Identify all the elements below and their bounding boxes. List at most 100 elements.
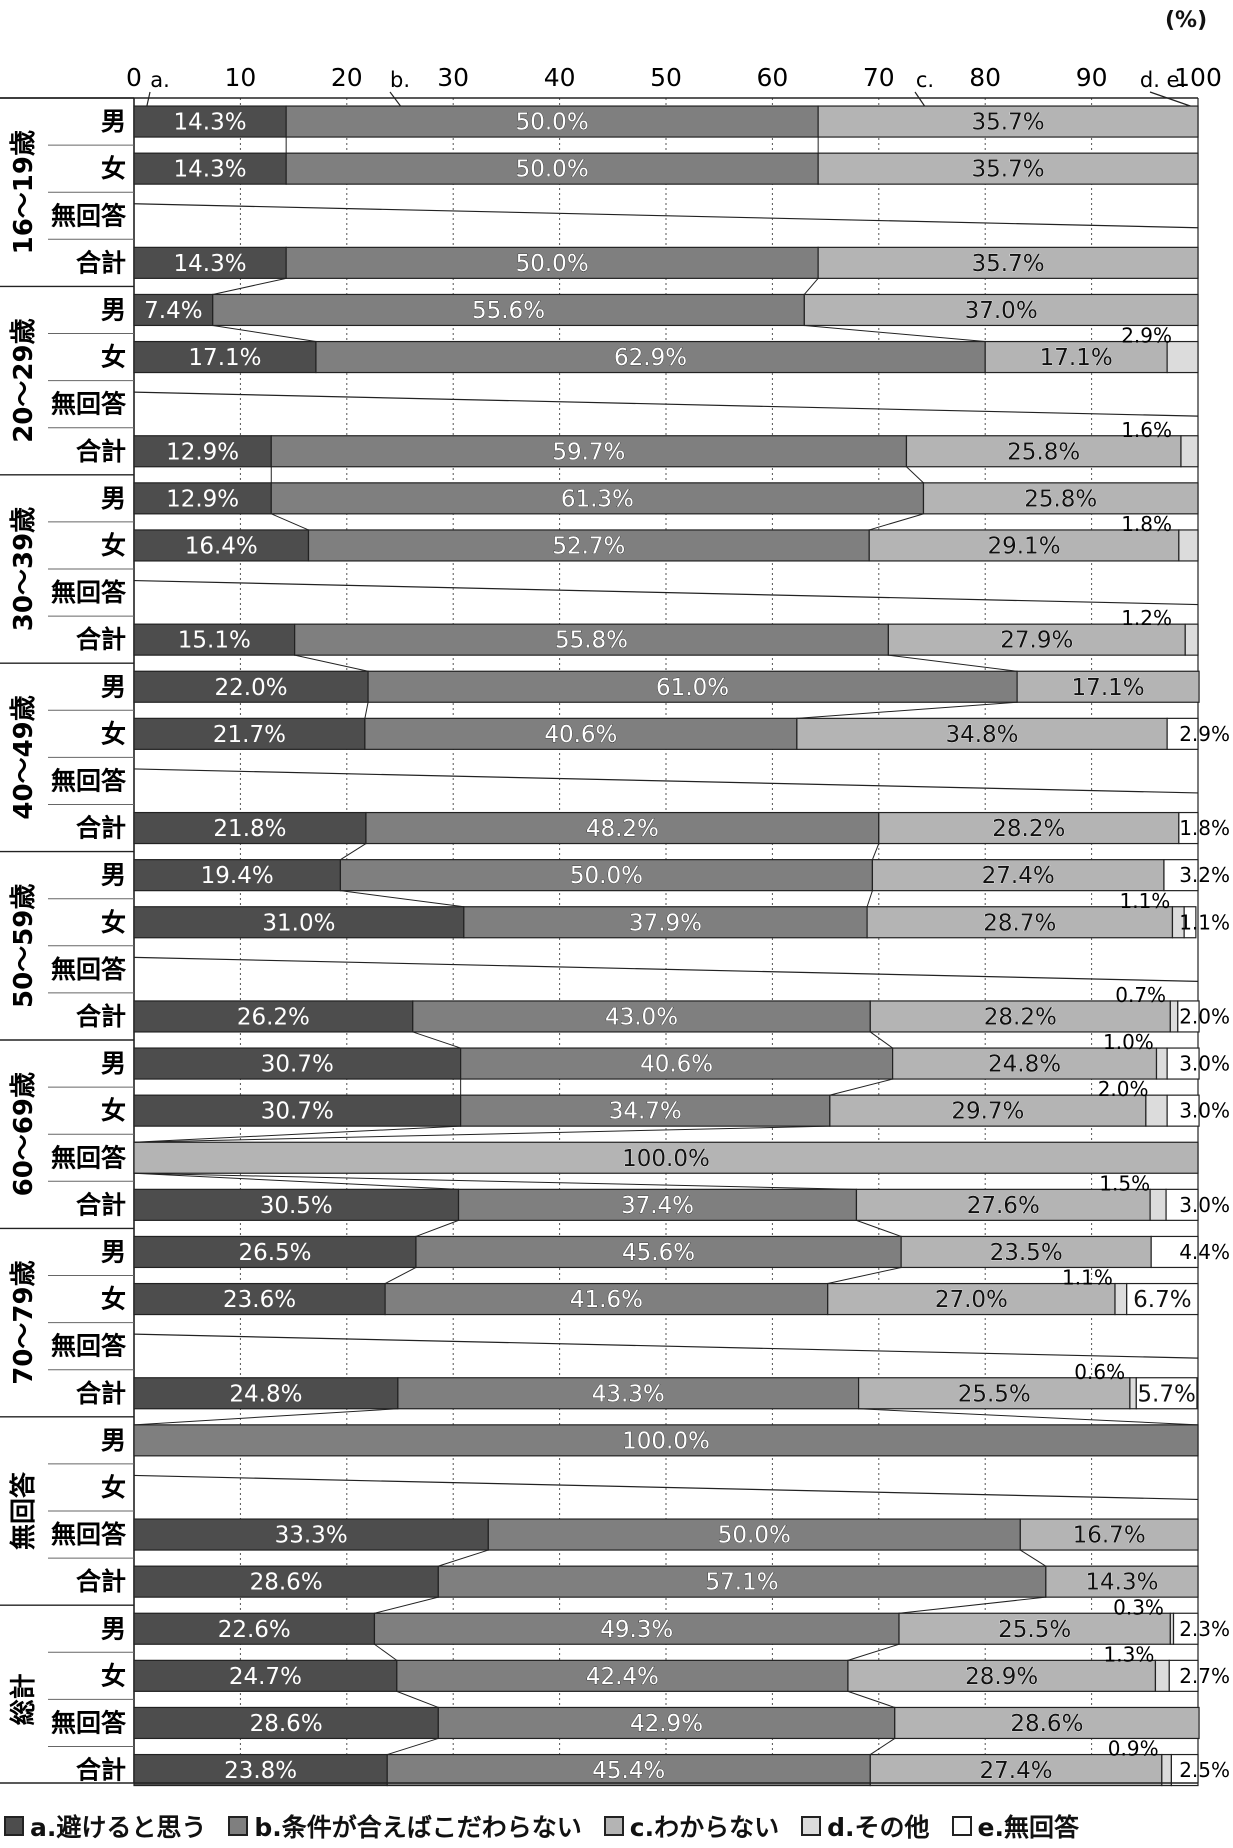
row-label: 無回答 (51, 1143, 127, 1172)
axis-series-marker: c. (916, 68, 934, 92)
data-label: 28.6% (250, 1570, 323, 1596)
row-label: 女 (101, 154, 126, 183)
bar-segment-b (285, 152, 819, 185)
data-label-outside: 0.9% (1108, 1737, 1159, 1761)
legend-item: e.無回答 (951, 1808, 1079, 1844)
axis-series-marker: b. (390, 68, 410, 92)
data-label-outside: 1.1% (1179, 910, 1230, 934)
data-label-outside: 0.7% (1115, 983, 1166, 1007)
connector-line (803, 278, 819, 295)
data-label: 21.8% (213, 816, 286, 842)
bar-segment-b (384, 1282, 829, 1316)
bar-segment-b (386, 1753, 871, 1787)
x-tick-label: 80 (969, 63, 1001, 92)
connector-line (871, 843, 880, 860)
row-label: 合計 (76, 248, 126, 277)
connector-line (133, 1172, 459, 1190)
bar-segment-e (1163, 859, 1199, 892)
row-label: 男 (101, 672, 126, 701)
row-label: 男 (101, 1614, 126, 1643)
bar-segment-b (285, 105, 819, 138)
group-label: 総計 (8, 1673, 39, 1725)
bar-segment-e (1150, 1235, 1199, 1269)
row-label: 合計 (76, 1567, 126, 1596)
data-label-outside: 3.0% (1179, 1052, 1230, 1076)
bar-segment-b (415, 1235, 902, 1269)
row-label: 合計 (76, 1756, 126, 1785)
data-label: 16.7% (1073, 1523, 1146, 1549)
bar-segment-e (1178, 811, 1199, 845)
bar-segment-a (133, 1094, 462, 1127)
legend-label: a.避けると思う (30, 1813, 207, 1842)
connector-line (870, 1738, 896, 1755)
data-label: 30.7% (261, 1052, 334, 1078)
bar-segment-c (866, 906, 1174, 939)
bar-segment-e (1183, 906, 1197, 939)
group-label: 70～79歳 (9, 1260, 39, 1384)
connector-line (374, 1643, 398, 1661)
bar-segment-a (133, 1377, 399, 1410)
data-label: 28.2% (984, 1004, 1057, 1030)
bar-segment-b (294, 623, 889, 656)
legend: a.避けると思う b.条件が合えばこだわらない c.わからない d.その他 e.無回答 (4, 1808, 1101, 1844)
bar-segment-d (1180, 435, 1199, 468)
x-tick-label: 90 (1076, 63, 1108, 92)
bar-segment-d (1155, 1047, 1168, 1080)
data-label-outside: 1.2% (1121, 606, 1172, 630)
data-label-outside: 2.7% (1179, 1664, 1230, 1688)
row-label: 女 (101, 531, 126, 560)
bar-segment-b (315, 340, 986, 374)
connector-line (412, 1031, 461, 1049)
bar-segment-b (270, 482, 925, 515)
row-label: 男 (101, 1237, 126, 1266)
bar-segment-c (855, 1188, 1151, 1221)
bar-segment-e (1168, 1659, 1199, 1692)
data-label: 37.9% (629, 910, 702, 936)
legend-swatch (228, 1816, 249, 1836)
connector-line (438, 1549, 489, 1567)
connector-line (271, 513, 309, 531)
legend-swatch (951, 1816, 972, 1836)
data-label: 16.4% (185, 533, 258, 559)
row-label: 合計 (76, 625, 126, 654)
data-label-outside: 1.6% (1121, 418, 1172, 442)
legend-swatch (801, 1816, 822, 1836)
data-label: 27.4% (982, 863, 1055, 889)
data-label: 35.7% (972, 251, 1045, 277)
empty-row-line (133, 768, 1199, 794)
bar-segment-b (396, 1659, 849, 1692)
connector-line (804, 324, 986, 343)
data-label: 28.6% (250, 1711, 323, 1737)
connector-line (856, 1219, 902, 1237)
group-label: 60～69歳 (9, 1072, 39, 1196)
row-label: 男 (101, 1426, 126, 1455)
x-tick-label: 60 (756, 63, 788, 92)
data-label: 34.8% (945, 722, 1018, 748)
bar-segment-d (1154, 1659, 1170, 1692)
row-label: 女 (101, 343, 126, 372)
bar-segment-b (460, 1094, 831, 1127)
data-label-outside: 4.4% (1179, 1240, 1230, 1264)
legend-item: d.その他 (801, 1808, 930, 1844)
bar-segment-b (373, 1612, 900, 1645)
data-label: 35.7% (972, 110, 1045, 136)
empty-row-line (133, 391, 1199, 417)
data-label-outside: 2.0% (1179, 1004, 1230, 1028)
empty-row-line (133, 956, 1199, 982)
row-label: 男 (101, 1049, 126, 1078)
data-label: 28.2% (992, 816, 1065, 842)
data-label: 55.8% (555, 628, 628, 654)
bar-segment-d (1149, 1188, 1167, 1221)
bar-segment-c (922, 482, 1199, 515)
data-label: 27.9% (1000, 628, 1073, 654)
group-label: 40～49歳 (9, 695, 39, 819)
empty-row-line (133, 1333, 1199, 1359)
bar-segment-b (367, 670, 1018, 703)
legend-swatch (603, 1816, 624, 1836)
bar-segment-a (133, 670, 369, 703)
data-label-outside: 1.5% (1099, 1171, 1150, 1195)
data-label: 61.3% (561, 486, 634, 512)
bar-segment-d (1169, 1000, 1179, 1033)
data-label-outside: 2.5% (1179, 1758, 1230, 1782)
axis-series-marker: d. e. (1140, 68, 1186, 92)
